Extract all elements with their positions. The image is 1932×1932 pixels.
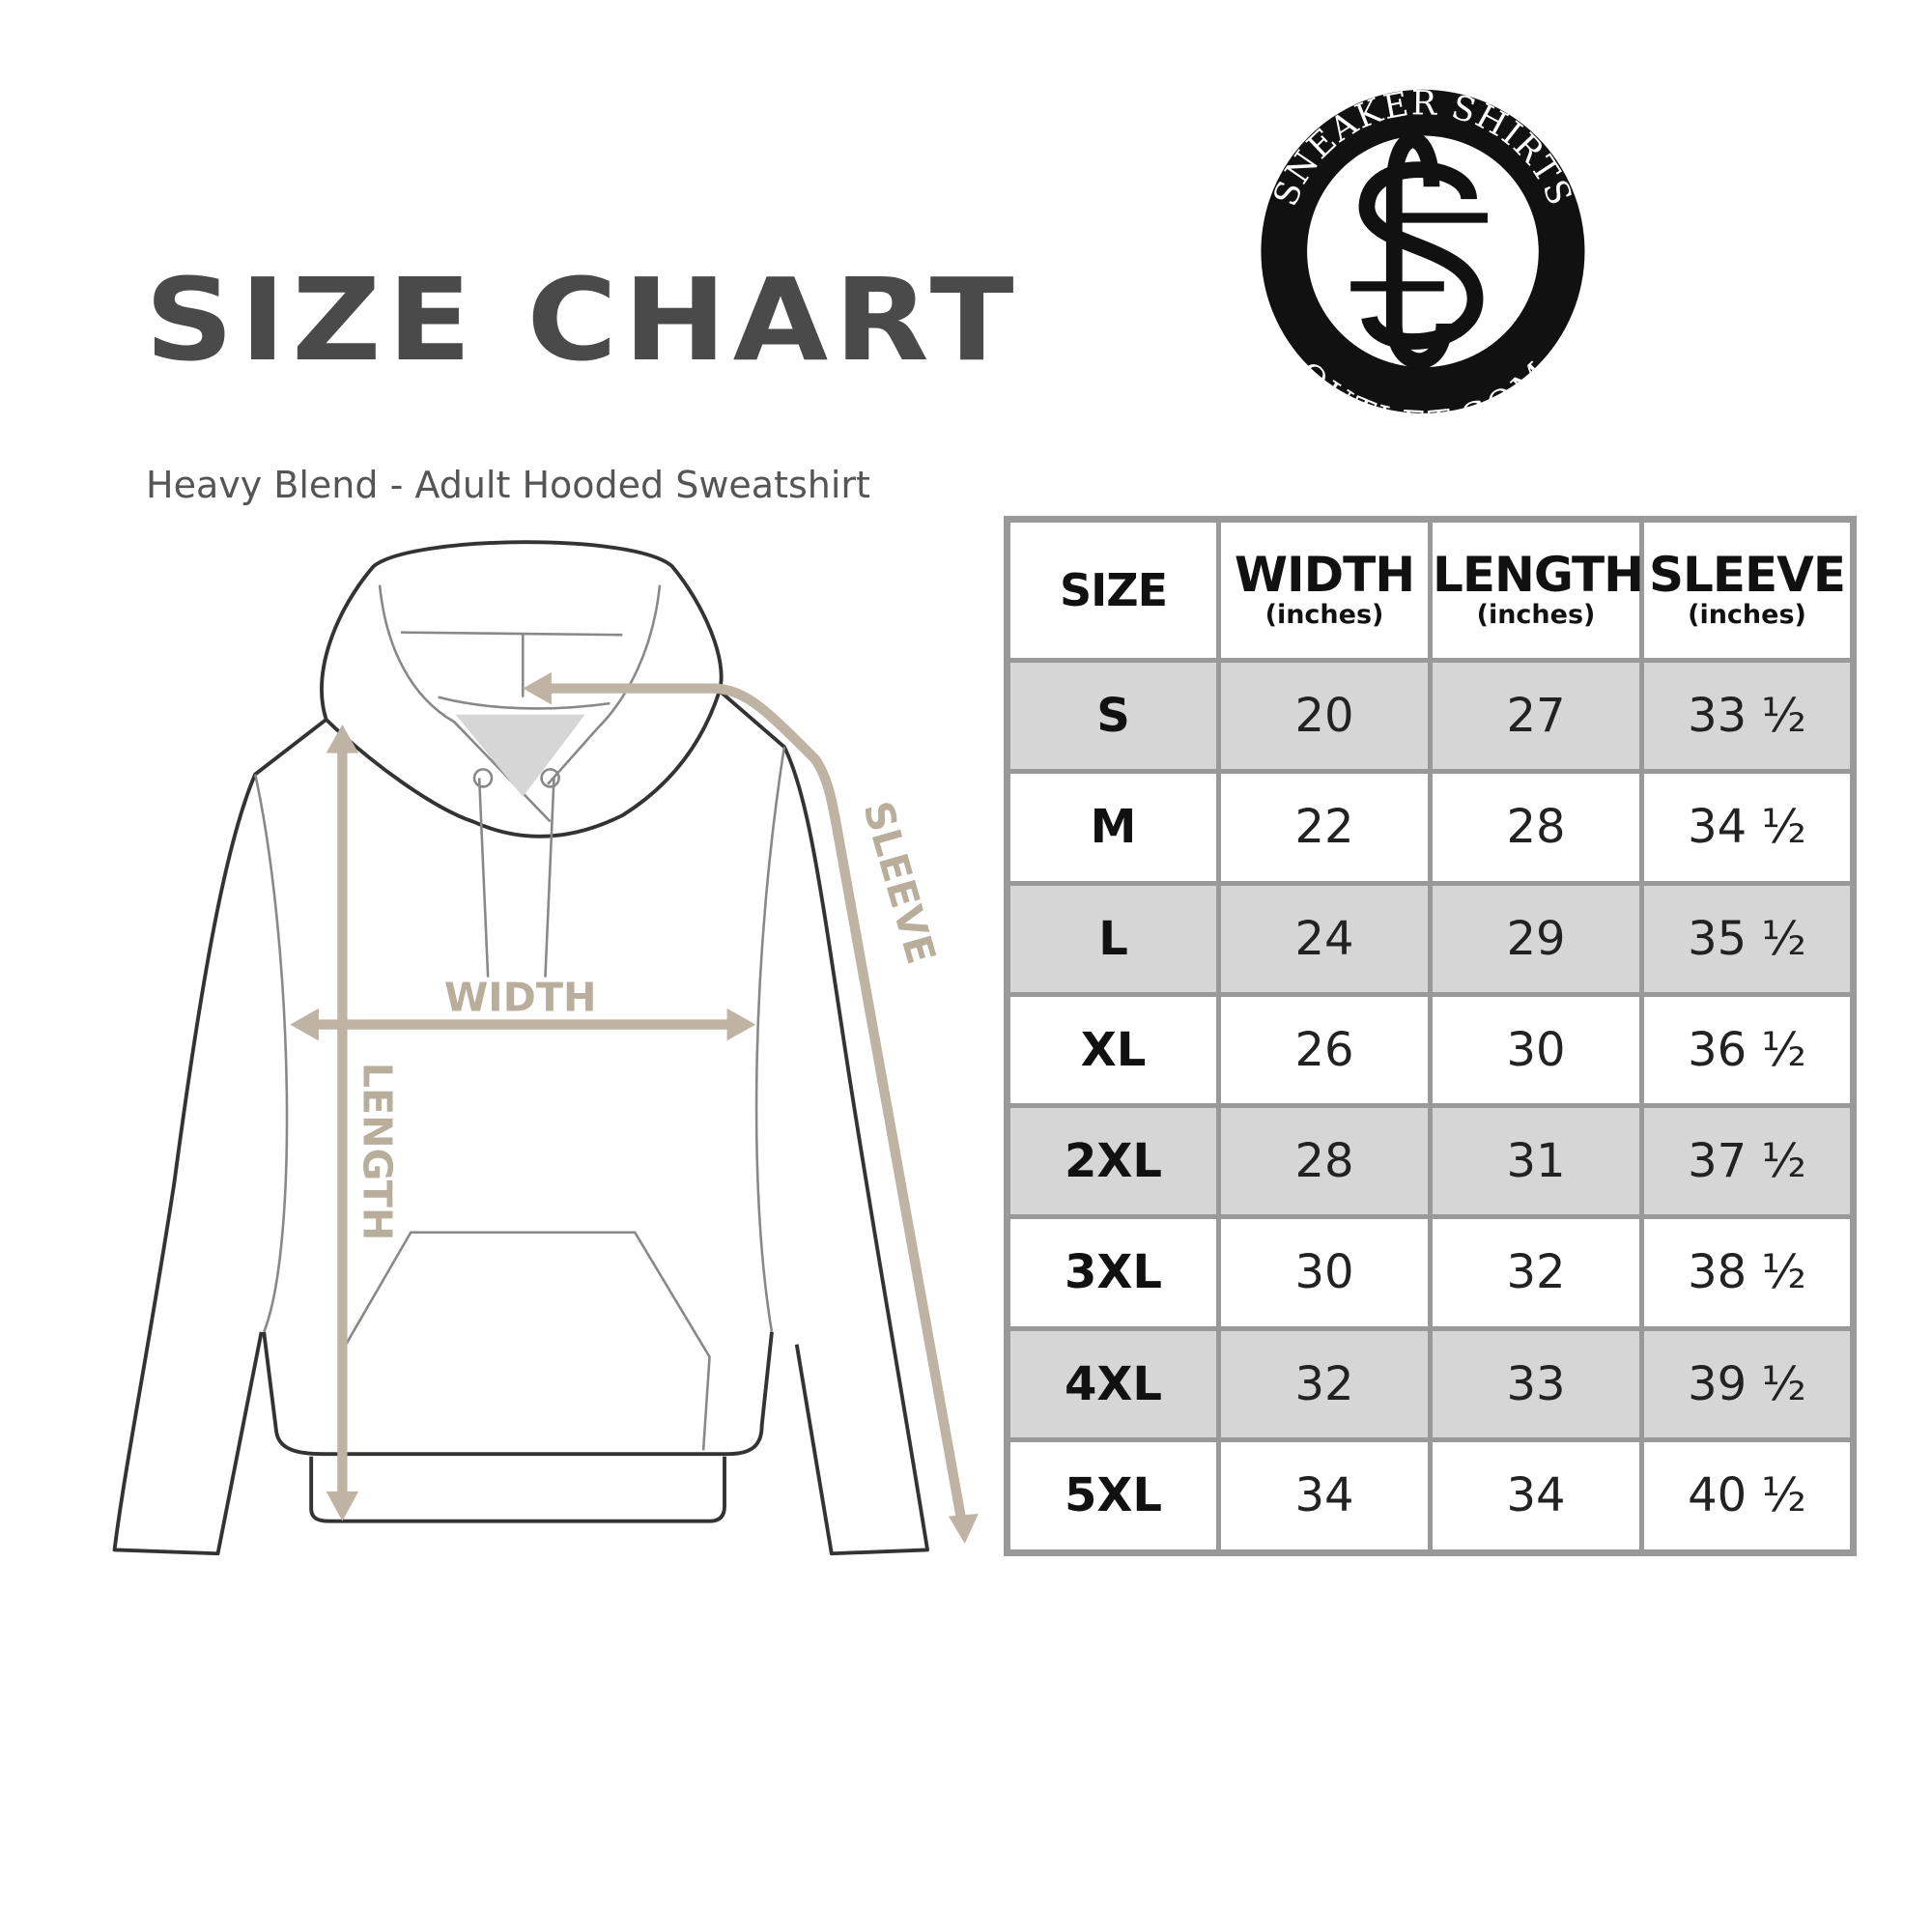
cell-width: 20	[1216, 657, 1433, 775]
table-row: XL 26 30 36 ½	[1005, 991, 1856, 1109]
cell-sleeve: 39 ½	[1639, 1325, 1856, 1442]
cell-size: XL	[1005, 991, 1221, 1109]
table-row: 5XL 34 34 40 ½	[1005, 1436, 1856, 1556]
cell-length: 27	[1428, 657, 1644, 775]
cell-length: 34	[1428, 1436, 1644, 1556]
cell-width: 22	[1216, 769, 1433, 886]
cell-size: M	[1005, 769, 1221, 886]
cell-sleeve: 37 ½	[1639, 1102, 1856, 1220]
cell-size: 5XL	[1005, 1436, 1221, 1556]
brand-logo: SNEAKER SHIRTS OUTLET.COM	[1261, 84, 1585, 444]
cell-length: 31	[1428, 1102, 1644, 1220]
cell-size: S	[1005, 657, 1221, 775]
cell-length: 33	[1428, 1325, 1644, 1442]
cell-width: 34	[1216, 1436, 1433, 1556]
sleeve-arrow	[541, 683, 968, 1526]
sleeve-label: SLEEVE	[854, 796, 945, 969]
cell-size: 2XL	[1005, 1102, 1221, 1220]
cell-size: 3XL	[1005, 1214, 1221, 1331]
arrow-heads	[290, 671, 979, 1544]
width-label: WIDTH	[444, 974, 597, 1020]
hoodie-outline	[112, 540, 929, 1556]
column-header-width: WIDTH (inches)	[1216, 517, 1433, 663]
cell-length: 28	[1428, 769, 1644, 886]
size-chart-table: SIZE WIDTH (inches) LENGTH (inches) SLEEVE…	[1004, 516, 1857, 1556]
cell-sleeve: 34 ½	[1639, 769, 1856, 886]
ss-monogram-icon	[1350, 131, 1488, 369]
cell-sleeve: 33 ½	[1639, 657, 1856, 775]
column-header-sleeve: SLEEVE (inches)	[1639, 517, 1856, 663]
cell-width: 28	[1216, 1102, 1433, 1220]
table-row: 4XL 32 33 39 ½	[1005, 1325, 1856, 1442]
table-row: 2XL 28 31 37 ½	[1005, 1102, 1856, 1220]
table-header-row: SIZE WIDTH (inches) LENGTH (inches) SLEEVE…	[1005, 517, 1856, 663]
length-label: LENGTH	[354, 1063, 400, 1241]
cell-sleeve: 38 ½	[1639, 1214, 1856, 1331]
column-header-size: SIZE	[1005, 517, 1221, 663]
cell-sleeve: 35 ½	[1639, 880, 1856, 997]
cell-size: L	[1005, 880, 1221, 997]
table-row: L 24 29 35 ½	[1005, 880, 1856, 997]
table-row: S 20 27 33 ½	[1005, 657, 1856, 775]
cell-width: 26	[1216, 991, 1433, 1109]
cell-width: 30	[1216, 1214, 1433, 1331]
cell-length: 29	[1428, 880, 1644, 997]
cell-sleeve: 40 ½	[1639, 1436, 1856, 1556]
cell-length: 30	[1428, 991, 1644, 1109]
page-title: SIZE CHART	[145, 253, 1020, 386]
cell-length: 32	[1428, 1214, 1644, 1331]
cell-size: 4XL	[1005, 1325, 1221, 1442]
hoodie-details	[253, 584, 786, 1451]
measurement-arrows	[304, 683, 968, 1526]
column-header-length: LENGTH (inches)	[1428, 517, 1644, 663]
product-subtitle: Heavy Blend - Adult Hooded Sweatshirt	[146, 464, 870, 506]
cell-width: 32	[1216, 1325, 1433, 1442]
cell-sleeve: 36 ½	[1639, 991, 1856, 1109]
cell-width: 24	[1216, 880, 1433, 997]
table-row: 3XL 30 32 38 ½	[1005, 1214, 1856, 1331]
table-row: M 22 28 34 ½	[1005, 769, 1856, 886]
hood-lining	[455, 714, 585, 797]
